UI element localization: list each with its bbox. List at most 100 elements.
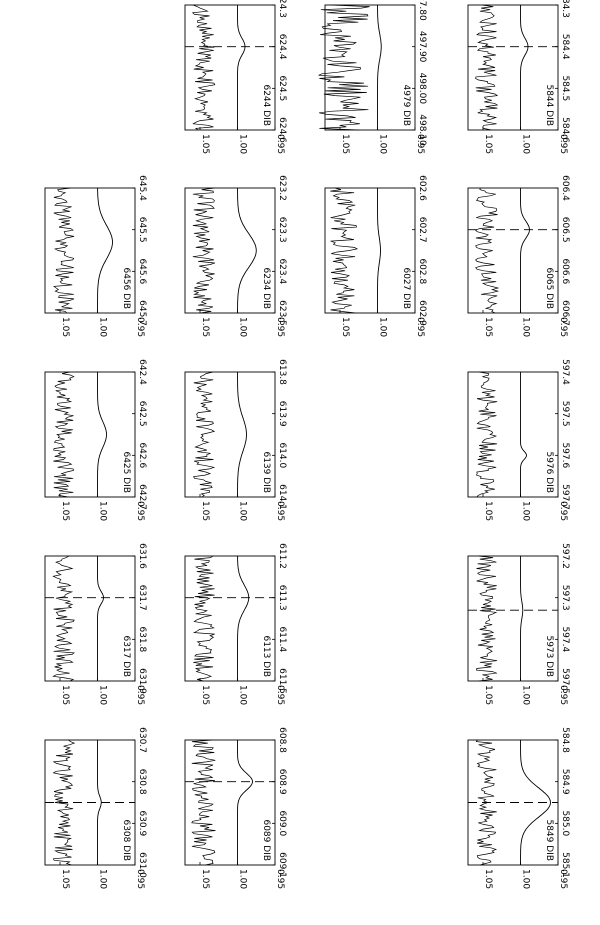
dib-profile-line xyxy=(237,5,246,130)
dib-profile-line xyxy=(520,740,551,865)
dib-panel: 1.05 1.00 0.95 631.6 631.7 631.8 631.9 6317 DIB xyxy=(44,543,147,705)
noisy-spectrum-line xyxy=(52,555,75,682)
flux-tick-label: 1.05 xyxy=(60,685,70,705)
wavelength-tick-label: 642.6 xyxy=(137,442,147,468)
wavelength-tick-label: 602.9 xyxy=(417,300,427,326)
wavelength-tick-label: 624.5 xyxy=(277,75,287,101)
wavelength-tick-label: 630.9 xyxy=(137,810,147,836)
flux-tick-label: 1.00 xyxy=(238,134,248,154)
wavelength-tick-label: 623.5 xyxy=(277,300,287,326)
dib-label: 6113 DIB xyxy=(261,635,271,677)
dib-panel: 1.05 1.00 0.95 602.6 602.7 602.8 602.9 6027 DIB xyxy=(324,175,427,337)
dib-panel: 1.05 1.00 0.95 606.4 606.5 606.6 606.7 6065 DIB xyxy=(467,175,570,337)
wavelength-tick-label: 631.7 xyxy=(137,585,147,611)
panel-frame xyxy=(324,4,416,131)
dib-profile-line xyxy=(520,372,527,497)
wavelength-tick-label: 585.1 xyxy=(560,852,570,878)
flux-tick-label: 0.95 xyxy=(275,317,285,337)
dib-profile-line xyxy=(520,188,530,313)
dib-profile-line xyxy=(520,5,529,130)
wavelength-tick-label: 631.6 xyxy=(137,543,147,569)
flux-tick-label: 1.00 xyxy=(521,685,531,705)
flux-tick-label: 0.95 xyxy=(558,869,568,889)
wavelength-tick-label: 602.7 xyxy=(417,217,427,243)
flux-tick-label: 0.95 xyxy=(275,685,285,705)
panel-frame xyxy=(44,555,136,682)
dib-label: 5976 DIB xyxy=(544,451,554,493)
flux-tick-label: 0.95 xyxy=(135,685,145,705)
wavelength-tick-label: 584.4 xyxy=(560,34,570,60)
dib-profile-line xyxy=(97,740,102,865)
flux-tick-label: 1.05 xyxy=(340,134,350,154)
wavelength-tick-label: 645.5 xyxy=(137,217,147,243)
wavelength-tick-label: 584.9 xyxy=(560,769,570,795)
dib-panel: 1.05 1.00 0.95 624.3 624.4 624.5 624.6 6244 DIB xyxy=(184,0,287,154)
dib-label: 6065 DIB xyxy=(544,267,554,309)
dib-panel: 1.05 1.00 0.95 630.7 630.8 630.9 631.0 6308 DIB xyxy=(44,727,147,889)
dib-panel: 1.05 1.00 0.95 584.3 584.4 584.5 584.6 5844 DIB xyxy=(467,0,570,154)
dib-panel: 1.05 1.00 0.95 645.4 645.5 645.6 645.7 6456 DIB xyxy=(44,175,147,337)
wavelength-tick-label: 597.5 xyxy=(560,668,570,694)
dib-label: 5844 DIB xyxy=(544,84,554,126)
wavelength-tick-label: 642.5 xyxy=(137,401,147,427)
dib-label: 6139 DIB xyxy=(261,451,271,493)
panel-frame xyxy=(184,555,276,682)
wavelength-tick-label: 498.10 xyxy=(417,114,427,146)
flux-tick-label: 1.00 xyxy=(98,869,108,889)
dib-profile-line xyxy=(377,188,381,313)
wavelength-tick-label: 631.9 xyxy=(137,668,147,694)
wavelength-tick-label: 623.4 xyxy=(277,258,287,284)
panel-frame xyxy=(44,371,136,498)
flux-tick-label: 1.05 xyxy=(483,501,493,521)
dib-panel: 1.05 1.00 0.95 611.2 611.3 611.4 611.5 6113 DIB xyxy=(184,543,287,705)
noisy-spectrum-line xyxy=(475,4,499,131)
dib-profile-line xyxy=(97,372,107,497)
noisy-spectrum-line xyxy=(192,555,215,682)
flux-tick-label: 1.00 xyxy=(98,685,108,705)
flux-tick-label: 1.00 xyxy=(98,501,108,521)
flux-tick-label: 1.00 xyxy=(521,501,531,521)
noisy-spectrum-line xyxy=(475,739,498,866)
wavelength-tick-label: 597.6 xyxy=(560,442,570,468)
flux-tick-label: 1.00 xyxy=(521,317,531,337)
wavelength-tick-label: 624.4 xyxy=(277,34,287,60)
flux-tick-label: 1.05 xyxy=(60,869,70,889)
wavelength-tick-label: 608.9 xyxy=(277,769,287,795)
wavelength-tick-label: 609.1 xyxy=(277,852,287,878)
dib-label: 4979 DIB xyxy=(401,84,411,126)
wavelength-tick-label: 623.3 xyxy=(277,217,287,243)
flux-tick-label: 1.00 xyxy=(378,134,388,154)
flux-tick-label: 0.95 xyxy=(135,317,145,337)
dib-profile-line xyxy=(237,740,253,865)
dib-profile-line xyxy=(97,188,113,313)
dib-label: 6456 DIB xyxy=(121,267,131,309)
wavelength-tick-label: 611.5 xyxy=(277,668,287,694)
flux-tick-label: 1.05 xyxy=(60,501,70,521)
noisy-spectrum-line xyxy=(475,555,498,682)
dib-panel: 1.05 1.00 0.95 623.2 623.3 623.4 623.5 6234 DIB xyxy=(184,175,287,337)
wavelength-tick-label: 498.00 xyxy=(417,73,427,105)
flux-tick-label: 0.95 xyxy=(275,869,285,889)
wavelength-tick-label: 630.8 xyxy=(137,769,147,795)
flux-tick-label: 0.95 xyxy=(558,501,568,521)
flux-tick-label: 1.05 xyxy=(483,134,493,154)
wavelength-tick-label: 609.0 xyxy=(277,810,287,836)
flux-tick-label: 0.95 xyxy=(275,134,285,154)
wavelength-tick-label: 623.2 xyxy=(277,175,287,201)
wavelength-tick-label: 606.4 xyxy=(560,175,570,201)
dib-panel: 1.05 1.00 0.95 613.8 613.9 614.0 614.1 6139 DIB xyxy=(184,359,287,521)
flux-tick-label: 0.95 xyxy=(415,134,425,154)
dib-panel: 1.05 1.00 0.95 597.2 597.3 597.4 597.5 5973 DIB xyxy=(467,543,570,705)
noisy-spectrum-line xyxy=(476,371,498,498)
dib-panel: 1.05 1.00 0.95 608.8 608.9 609.0 609.1 6089 DIB xyxy=(184,727,287,889)
dib-panel: 1.05 1.00 0.95 597.4 597.5 597.6 597.7 5976 DIB xyxy=(467,359,570,521)
wavelength-tick-label: 631.8 xyxy=(137,626,147,652)
noisy-spectrum-line xyxy=(318,4,370,131)
wavelength-tick-label: 584.8 xyxy=(560,727,570,753)
wavelength-tick-label: 497.90 xyxy=(417,31,427,63)
flux-tick-label: 1.05 xyxy=(200,501,210,521)
flux-tick-label: 1.00 xyxy=(238,685,248,705)
wavelength-tick-label: 624.3 xyxy=(277,0,287,18)
flux-tick-label: 1.05 xyxy=(483,317,493,337)
